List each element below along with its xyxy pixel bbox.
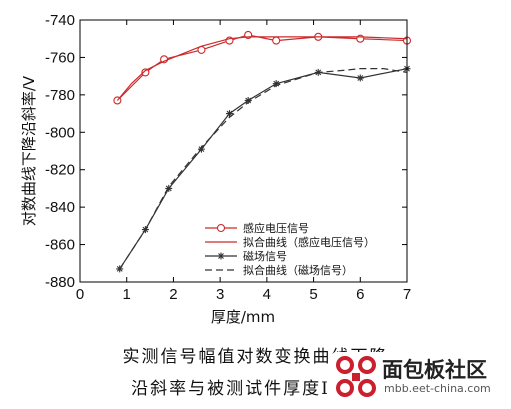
data-point	[197, 145, 205, 153]
y-tick-label: -840	[45, 199, 75, 216]
y-tick-label: -880	[45, 274, 75, 291]
legend-item: 感应电压信号	[205, 221, 309, 235]
data-point	[225, 110, 233, 118]
legend-item: 拟合曲线（感应电压信号）	[205, 235, 375, 249]
series-1	[116, 36, 408, 101]
x-tick-label: 4	[263, 286, 271, 303]
legend-marker	[217, 252, 225, 260]
caption-line-2: 沿斜率与被测试件厚度I	[131, 379, 330, 399]
legend-label: 拟合曲线（感应电压信号）	[243, 235, 375, 249]
series-line	[119, 68, 408, 270]
chart: -740 -760 -780 -800 -820 -840 -860 -880 0 1 2 3 4 5 6…	[20, 12, 412, 326]
series-line	[116, 36, 408, 101]
y-axis-title: 对数曲线下降沿斜率/V	[20, 75, 38, 226]
data-point	[272, 80, 280, 88]
legend-label: 感应电压信号	[243, 221, 309, 235]
legend-item: 磁场信号	[205, 249, 287, 263]
y-tick-label: -800	[45, 124, 75, 141]
x-tick-label: 7	[403, 286, 411, 303]
watermark: 面包板社区 mbb.eet-china.com	[332, 352, 507, 404]
legend-item: 拟合曲线（磁场信号）	[205, 263, 353, 277]
data-point	[165, 184, 173, 192]
series-0	[113, 30, 412, 105]
watermark-url: mbb.eet-china.com	[384, 382, 491, 395]
y-tick-labels: -740 -760 -780 -800 -820 -840 -860 -880	[45, 12, 75, 291]
y-tick-label: -820	[45, 162, 75, 179]
y-tick-label: -760	[45, 49, 75, 66]
x-tick-label: 6	[356, 286, 364, 303]
data-point	[356, 74, 364, 82]
legend-label: 拟合曲线（磁场信号）	[243, 263, 353, 277]
x-tick-label: 0	[76, 286, 84, 303]
data-point	[141, 68, 150, 77]
legend-label: 磁场信号	[243, 249, 287, 263]
x-tick-label: 5	[309, 286, 317, 303]
x-tick-label: 2	[169, 286, 177, 303]
y-tick-label: -780	[45, 87, 75, 104]
watermark-logo-icon	[336, 356, 376, 397]
series-line	[116, 34, 408, 101]
x-tick-label: 3	[216, 286, 224, 303]
y-tick-label: -860	[45, 237, 75, 254]
watermark-title: 面包板社区	[382, 358, 487, 382]
x-axis-title: 厚度/mm	[211, 308, 275, 326]
data-point	[272, 36, 281, 45]
legend-marker	[216, 223, 226, 233]
plot-frame	[79, 19, 408, 283]
y-tick-label: -740	[45, 12, 75, 29]
caption-line-1: 实测信号幅值对数变换曲线下降	[122, 347, 389, 367]
series-3	[119, 68, 408, 270]
data-point	[116, 265, 124, 273]
x-tick-label: 1	[123, 286, 131, 303]
x-tick-labels: 0 1 2 3 4 5 6 7	[76, 286, 411, 303]
data-point	[244, 96, 252, 104]
